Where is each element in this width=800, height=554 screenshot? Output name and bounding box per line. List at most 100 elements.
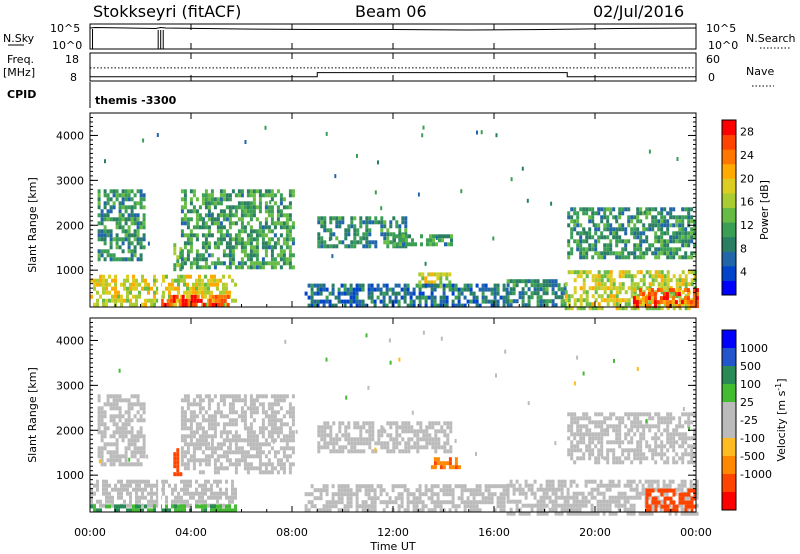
data-cell: [606, 416, 610, 421]
data-cell: [420, 242, 423, 247]
data-cell: [115, 394, 119, 399]
data-cell: [276, 221, 280, 226]
data-cell: [90, 294, 93, 299]
data-cell: [678, 298, 682, 303]
data-cell: [502, 299, 506, 304]
data-cell: [285, 434, 289, 439]
data-cell: [210, 201, 214, 206]
data-cell: [684, 508, 688, 513]
data-cell: [618, 306, 622, 311]
data-cell: [606, 270, 610, 275]
data-cell: [409, 291, 413, 296]
data-cell: [677, 288, 681, 293]
data-cell: [127, 229, 131, 234]
data-cell: [210, 495, 213, 500]
data-cell: [183, 189, 187, 194]
data-cell: [445, 299, 449, 304]
data-cell: [153, 483, 156, 488]
data-cell: [692, 511, 696, 516]
data-cell: [585, 251, 589, 256]
data-cell: [276, 253, 280, 258]
data-cell: [638, 288, 642, 293]
data-cell: [142, 402, 146, 407]
data-cell: [439, 504, 443, 509]
data-cell: [195, 426, 199, 431]
data-cell: [424, 261, 427, 266]
data-cell: [225, 414, 229, 419]
data-cell: [594, 274, 598, 279]
data-cell: [356, 421, 360, 426]
data-cell: [401, 449, 405, 454]
data-cell: [279, 422, 283, 427]
data-cell: [240, 450, 244, 455]
data-cell: [612, 215, 616, 220]
data-cell: [361, 299, 365, 304]
data-cell: [680, 503, 684, 508]
data-cell: [600, 255, 604, 260]
data-cell: [457, 295, 461, 300]
data-cell: [208, 302, 212, 307]
data-cell: [666, 496, 670, 501]
data-cell: [557, 487, 561, 492]
data-cell: [693, 231, 697, 236]
data-cell: [106, 193, 110, 198]
data-cell: [240, 221, 244, 226]
data-cell: [612, 298, 616, 303]
data-cell: [204, 487, 207, 492]
data-cell: [683, 296, 687, 301]
data-cell: [123, 483, 126, 488]
data-cell: [403, 484, 407, 489]
data-cell: [609, 274, 613, 279]
data-cell: [424, 303, 428, 308]
data-cell: [109, 229, 113, 234]
data-cell: [437, 437, 441, 442]
data-cell: [582, 286, 586, 291]
data-cell: [441, 238, 444, 243]
data-cell: [478, 488, 482, 493]
data-cell: [142, 438, 146, 443]
data-cell: [331, 500, 335, 505]
data-cell: [181, 294, 185, 299]
data-cell: [383, 429, 387, 434]
data-cell: [614, 483, 618, 488]
data-cell: [240, 414, 244, 419]
data-cell: [425, 425, 429, 430]
data-cell: [639, 239, 643, 244]
data-cell: [368, 433, 372, 438]
data-cell: [536, 283, 540, 288]
data-cell: [687, 412, 691, 417]
data-cell: [490, 484, 494, 489]
data-cell: [636, 444, 640, 449]
data-cell: [527, 483, 531, 488]
data-cell: [106, 450, 110, 455]
data-cell: [439, 465, 443, 470]
data-cell: [216, 410, 220, 415]
data-cell: [687, 215, 691, 220]
data-cell: [376, 496, 380, 501]
data-cell: [267, 261, 271, 266]
data-cell: [677, 503, 681, 508]
data-cell: [173, 247, 177, 252]
data-cell: [684, 235, 688, 240]
data-cell: [585, 274, 589, 279]
data-cell: [252, 438, 256, 443]
data-cell: [105, 290, 108, 295]
data-cell: [138, 508, 141, 513]
data-cell: [255, 237, 259, 242]
data-cell: [103, 434, 107, 439]
data-cell: [204, 189, 208, 194]
data-cell: [603, 290, 607, 295]
data-cell: [192, 189, 196, 194]
data-cell: [267, 406, 271, 411]
data-cell: [195, 499, 198, 504]
data-cell: [189, 479, 192, 484]
data-cell: [310, 291, 314, 296]
data-cell: [391, 488, 395, 493]
data-cell: [418, 295, 422, 300]
data-cell: [231, 422, 235, 427]
data-cell: [618, 207, 622, 212]
data-cell: [112, 193, 116, 198]
data-cell: [603, 456, 607, 461]
data-cell: [675, 239, 679, 244]
data-cell: [120, 483, 123, 488]
